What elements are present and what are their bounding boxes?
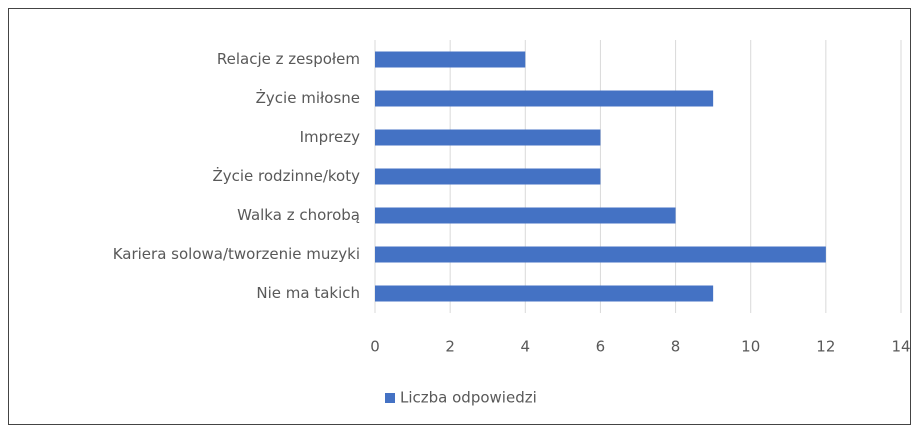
bar [375, 51, 526, 68]
bar [375, 207, 676, 224]
y-tick-label: Życie miłosne [256, 88, 360, 107]
x-tick-label: 8 [671, 338, 681, 356]
bar [375, 285, 714, 302]
y-tick-label: Relacje z zespołem [217, 50, 360, 68]
legend-swatch [385, 393, 395, 403]
y-tick-label: Nie ma takich [256, 284, 360, 302]
bar [375, 129, 601, 146]
y-tick-label: Imprezy [300, 128, 360, 146]
y-tick-label: Walka z chorobą [237, 206, 360, 224]
y-tick-label: Kariera solowa/tworzenie muzyki [113, 245, 360, 263]
x-tick-label: 4 [521, 338, 531, 356]
y-tick-label: Życie rodzinne/koty [212, 166, 360, 185]
bar [375, 246, 826, 263]
x-tick-label: 0 [370, 338, 380, 356]
bar [375, 90, 714, 107]
x-tick-label: 14 [891, 338, 910, 356]
x-tick-label: 2 [445, 338, 455, 356]
x-tick-label: 12 [816, 338, 835, 356]
bar [375, 168, 601, 185]
legend-label: Liczba odpowiedzi [400, 389, 537, 407]
x-tick-label: 10 [741, 338, 760, 356]
x-tick-label: 6 [596, 338, 606, 356]
